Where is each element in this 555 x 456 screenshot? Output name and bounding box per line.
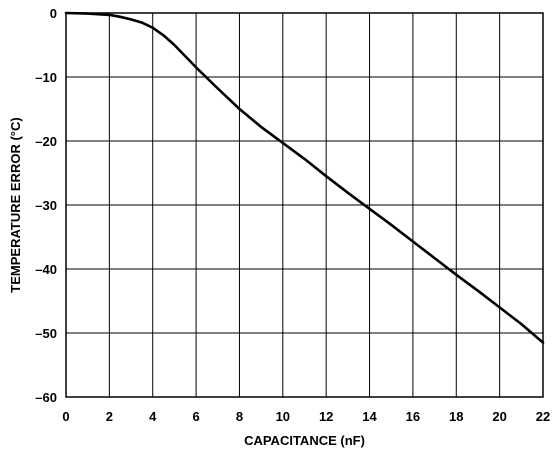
x-tick-label: 14	[362, 409, 377, 424]
y-tick-label: –20	[35, 134, 57, 149]
y-tick-label: 0	[50, 6, 57, 21]
x-tick-label: 2	[106, 409, 113, 424]
y-tick-label: –50	[35, 326, 57, 341]
y-tick-labels: 0 –10 –20 –30 –40 –50 –60	[35, 6, 57, 405]
data-line	[64, 11, 545, 344]
x-tick-label: 4	[149, 409, 157, 424]
y-tick-label: –30	[35, 198, 57, 213]
y-axis-label: TEMPERATURE ERROR (°C)	[8, 117, 23, 292]
y-tick-label: –10	[35, 70, 57, 85]
x-tick-label: 10	[276, 409, 290, 424]
plot-frame	[65, 12, 544, 398]
x-tick-label: 0	[62, 409, 69, 424]
y-tick-label: –40	[35, 262, 57, 277]
x-tick-label: 12	[319, 409, 333, 424]
x-tick-label: 8	[236, 409, 243, 424]
grid	[65, 12, 544, 398]
x-tick-label: 22	[536, 409, 550, 424]
x-tick-label: 6	[192, 409, 199, 424]
x-axis-label: CAPACITANCE (nF)	[244, 433, 365, 448]
x-tick-labels: 0 2 4 6 8 10 12 14 16 18 20 22	[62, 409, 550, 424]
y-tick-label: –60	[35, 390, 57, 405]
x-tick-label: 16	[406, 409, 420, 424]
x-tick-label: 18	[449, 409, 463, 424]
x-tick-label: 20	[492, 409, 506, 424]
